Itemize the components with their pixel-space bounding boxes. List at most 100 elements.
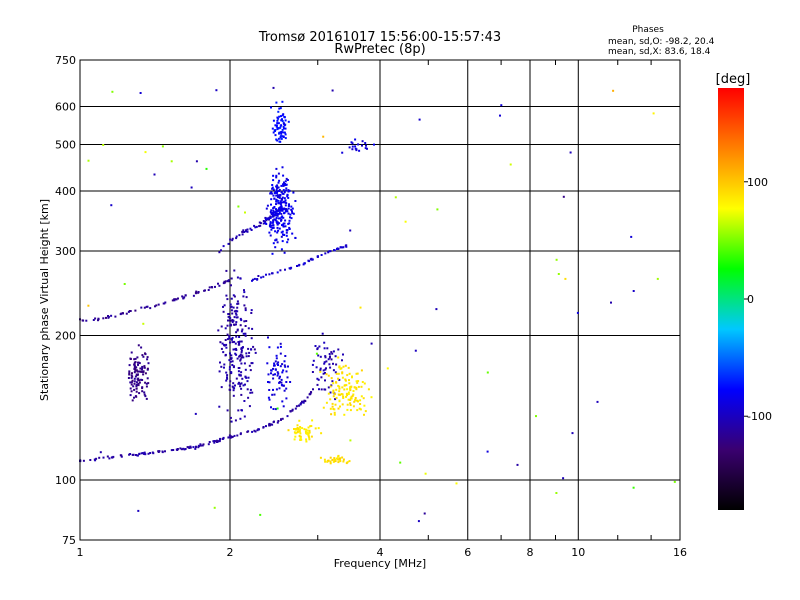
- data-point: [133, 396, 135, 399]
- data-point: [281, 209, 284, 212]
- data-point: [338, 387, 341, 390]
- data-point: [316, 347, 319, 350]
- data-point: [486, 450, 489, 453]
- data-point: [226, 324, 229, 327]
- data-point: [236, 300, 239, 303]
- data-point: [143, 393, 146, 396]
- data-point: [278, 189, 281, 191]
- data-point: [239, 385, 242, 388]
- data-point: [278, 387, 281, 390]
- data-point: [294, 407, 297, 410]
- data-point: [277, 364, 279, 366]
- data-point: [319, 456, 322, 459]
- data-point: [218, 440, 221, 443]
- data-point: [288, 189, 291, 192]
- data-point: [231, 312, 234, 315]
- data-point: [316, 256, 319, 258]
- data-point: [399, 461, 402, 464]
- data-point: [341, 456, 344, 459]
- data-point: [283, 122, 285, 125]
- data-point: [276, 371, 279, 374]
- data-point: [233, 434, 236, 437]
- data-point: [357, 143, 360, 146]
- data-point: [237, 205, 240, 208]
- data-point: [269, 192, 272, 195]
- data-point: [332, 395, 335, 398]
- data-point: [239, 374, 242, 377]
- data-point: [137, 377, 140, 380]
- data-point: [242, 332, 245, 335]
- data-point: [276, 186, 279, 189]
- data-point: [231, 237, 234, 240]
- data-point: [128, 453, 131, 456]
- colorbar-tick-label: 0: [747, 293, 754, 306]
- data-point: [334, 393, 337, 396]
- data-point: [329, 391, 332, 394]
- data-point: [235, 235, 238, 238]
- data-point: [271, 224, 274, 227]
- data-point: [119, 313, 122, 316]
- x-tick-label: 16: [673, 546, 687, 559]
- data-point: [274, 214, 277, 217]
- data-point: [285, 208, 288, 211]
- data-point: [294, 200, 297, 202]
- data-point: [202, 443, 205, 446]
- data-point: [355, 386, 358, 389]
- data-point: [322, 135, 325, 138]
- data-point: [158, 450, 161, 453]
- data-point: [309, 425, 312, 428]
- data-point: [134, 309, 137, 312]
- data-point: [275, 188, 278, 191]
- data-point: [288, 228, 291, 230]
- data-point: [286, 179, 289, 181]
- data-point: [153, 173, 156, 176]
- data-point: [318, 345, 321, 348]
- data-point: [251, 430, 254, 433]
- data-point: [245, 296, 248, 299]
- data-point: [106, 455, 109, 458]
- data-point: [351, 145, 354, 148]
- data-point: [298, 419, 301, 422]
- data-point: [332, 460, 335, 463]
- data-point: [225, 371, 228, 374]
- data-point: [278, 115, 281, 118]
- data-point: [134, 375, 137, 378]
- data-point: [348, 372, 351, 375]
- data-point: [230, 309, 233, 312]
- stats-line-o: mean, sd,O: -98.2, 20.4: [608, 37, 715, 47]
- colorbar: [718, 88, 744, 510]
- data-point: [244, 325, 247, 327]
- data-point: [213, 440, 216, 442]
- data-point: [343, 413, 346, 416]
- data-point: [274, 219, 277, 222]
- data-point: [300, 402, 303, 405]
- data-point: [277, 361, 280, 364]
- data-point: [271, 221, 274, 224]
- data-point: [229, 238, 232, 241]
- data-point: [276, 231, 279, 234]
- data-point: [329, 462, 332, 465]
- data-point: [281, 223, 284, 226]
- data-point: [328, 356, 331, 359]
- data-point: [280, 209, 283, 212]
- data-point: [280, 124, 283, 127]
- data-point: [331, 405, 334, 408]
- data-point: [323, 361, 326, 364]
- data-point: [333, 413, 336, 416]
- data-point: [155, 304, 158, 307]
- data-point: [338, 390, 341, 393]
- data-point: [130, 374, 133, 377]
- data-point: [283, 184, 286, 187]
- data-point: [276, 346, 279, 349]
- data-point: [274, 373, 276, 376]
- data-point: [286, 241, 289, 244]
- data-point: [285, 189, 288, 192]
- data-point: [280, 119, 283, 122]
- data-point: [283, 251, 286, 254]
- data-point: [352, 393, 355, 396]
- data-point: [316, 377, 319, 380]
- data-point: [275, 190, 277, 193]
- data-point: [216, 440, 218, 442]
- data-point: [145, 382, 148, 385]
- data-point: [287, 190, 290, 193]
